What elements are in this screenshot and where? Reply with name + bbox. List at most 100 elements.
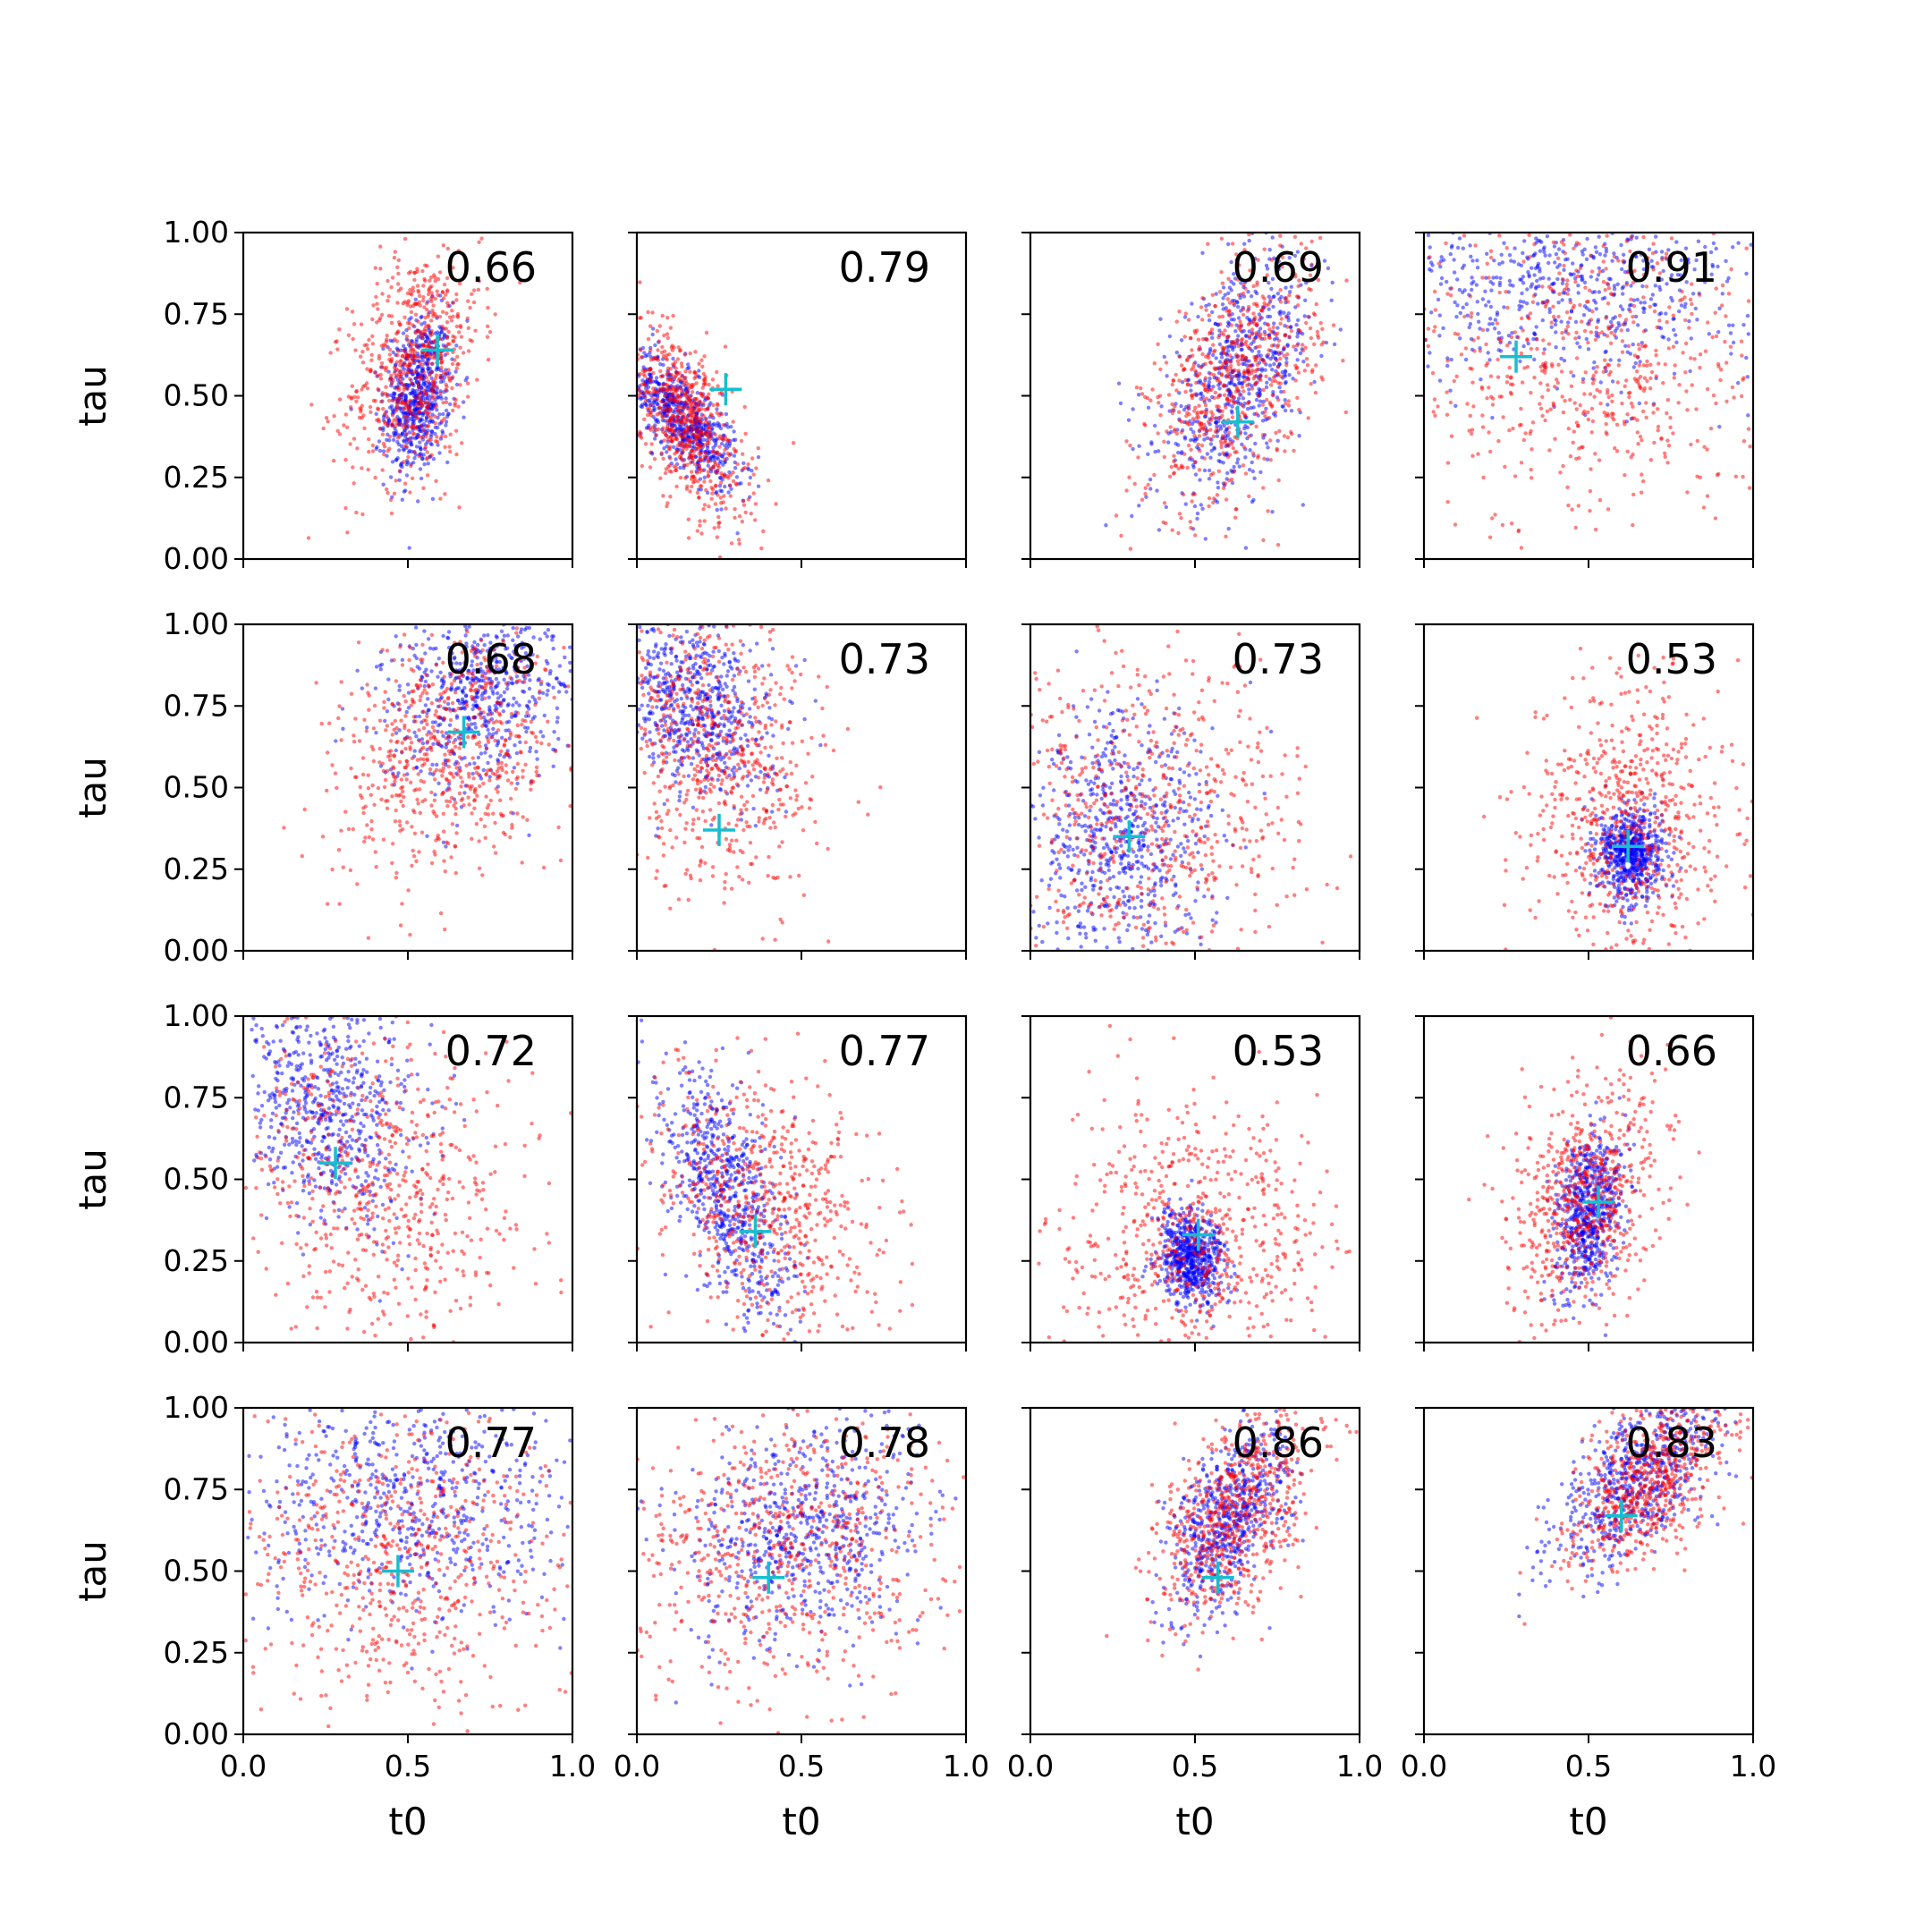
data-point [1207, 477, 1212, 481]
data-point [1247, 434, 1251, 438]
data-point [1745, 375, 1750, 379]
data-point [1606, 363, 1612, 368]
data-point [1264, 263, 1269, 268]
data-point [669, 470, 674, 474]
data-point [1685, 490, 1690, 495]
data-point [1208, 346, 1213, 352]
data-point [1655, 261, 1660, 266]
data-point [1264, 406, 1268, 411]
data-point [1236, 396, 1241, 401]
data-point [1245, 406, 1250, 411]
data-point [1606, 388, 1610, 393]
data-point [1726, 292, 1732, 296]
data-point [1203, 537, 1208, 541]
data-point [406, 338, 411, 343]
data-point [1268, 458, 1273, 462]
data-point [1174, 319, 1179, 324]
data-point [673, 388, 677, 393]
data-point [424, 435, 428, 439]
data-point [1174, 372, 1178, 377]
data-point [705, 440, 710, 445]
data-point [1670, 299, 1674, 303]
data-point [445, 335, 450, 339]
data-point [470, 292, 474, 296]
data-point [1213, 429, 1218, 434]
data-point [662, 438, 666, 443]
data-point [440, 290, 445, 294]
data-point [429, 369, 434, 375]
data-point [1220, 302, 1225, 307]
data-point [1465, 313, 1470, 318]
data-point [1565, 278, 1570, 283]
data-point [1603, 288, 1607, 292]
data-point [446, 329, 451, 335]
data-point [1613, 315, 1618, 319]
data-point [1532, 253, 1537, 258]
data-point [1626, 343, 1631, 349]
data-point [437, 412, 442, 417]
data-point [1679, 258, 1683, 263]
data-point [666, 464, 671, 470]
data-point [1645, 363, 1649, 368]
data-point [456, 404, 461, 409]
data-point [360, 415, 364, 420]
marker-cross [1221, 405, 1254, 438]
data-point [724, 437, 729, 442]
data-point [691, 455, 695, 461]
scatter-panel: 0.69 [1021, 231, 1361, 568]
data-point [1594, 326, 1599, 330]
data-point [1240, 385, 1245, 389]
data-point [640, 369, 645, 373]
data-point [1188, 419, 1192, 424]
data-point [1250, 327, 1255, 332]
data-point [702, 475, 707, 479]
data-point [552, 730, 556, 734]
data-point [1247, 392, 1251, 396]
data-point [438, 373, 443, 378]
data-point [466, 349, 471, 353]
data-point [421, 298, 426, 303]
data-point [402, 460, 406, 464]
data-point [708, 430, 713, 435]
data-point [445, 275, 450, 281]
data-point [749, 512, 753, 516]
data-point [676, 429, 681, 434]
data-point [660, 313, 665, 318]
data-point [1272, 337, 1277, 342]
data-point [397, 478, 402, 482]
data-point [1252, 374, 1258, 378]
data-point [1247, 359, 1251, 363]
data-point [1229, 288, 1234, 292]
data-point [1219, 442, 1224, 446]
data-point [439, 434, 444, 439]
data-point [419, 446, 423, 452]
data-point [1191, 492, 1195, 497]
data-point [707, 426, 711, 430]
data-point [1233, 344, 1237, 349]
data-point [1437, 378, 1443, 383]
data-point [674, 393, 680, 397]
data-point [1503, 464, 1507, 469]
data-point [1176, 530, 1181, 536]
data-point [1629, 284, 1633, 288]
data-point [1690, 311, 1694, 317]
data-point [352, 436, 357, 441]
data-point [1241, 389, 1246, 394]
data-point [369, 410, 373, 414]
data-point [405, 291, 411, 296]
data-point [1642, 376, 1648, 380]
data-point [1223, 328, 1227, 333]
data-point [657, 382, 661, 386]
data-point [1428, 267, 1432, 272]
data-point [1511, 426, 1515, 431]
data-point [343, 505, 348, 511]
data-point [419, 315, 423, 320]
data-point [684, 436, 690, 442]
data-point [1641, 295, 1646, 300]
data-point [453, 369, 458, 374]
data-point [376, 406, 380, 411]
data-point [387, 352, 393, 357]
data-point [675, 444, 680, 448]
data-point [1192, 504, 1198, 509]
data-point [1285, 325, 1290, 329]
